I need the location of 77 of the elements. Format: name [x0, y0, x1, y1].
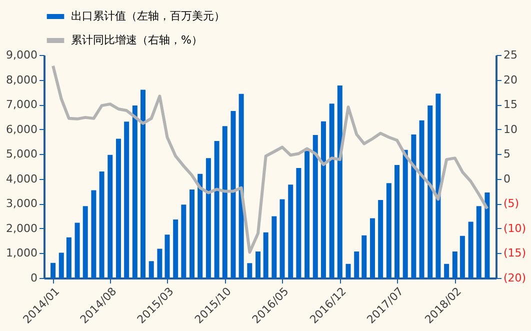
- bar: [173, 220, 178, 278]
- y2-tick-label: 0: [504, 172, 510, 186]
- bar: [354, 251, 360, 278]
- bar: [116, 138, 121, 278]
- y-tick-label: 1,000: [6, 246, 38, 260]
- bar: [164, 234, 170, 278]
- y-tick-label: 2,000: [6, 222, 38, 235]
- bar: [411, 134, 416, 278]
- bar: [288, 184, 294, 278]
- y2-tick-label: (5): [504, 197, 520, 210]
- bar: [247, 263, 252, 278]
- bar: [280, 199, 285, 278]
- bar: [124, 122, 130, 278]
- bar: [263, 232, 268, 278]
- bar: [206, 158, 211, 278]
- y-tick-label: 8,000: [6, 73, 38, 86]
- bar: [198, 174, 203, 278]
- y2-tick-label: 5: [504, 148, 510, 161]
- bar: [468, 222, 474, 278]
- bar: [74, 222, 80, 278]
- bar: [214, 140, 220, 278]
- bar: [304, 150, 310, 278]
- bar: [329, 104, 334, 278]
- bar: [99, 171, 104, 278]
- bar: [256, 251, 261, 278]
- bar: [402, 150, 408, 278]
- bar: [222, 126, 228, 278]
- bar: [157, 248, 162, 278]
- y2-tick-label: (10): [504, 222, 526, 235]
- y-tick-label: 7,000: [6, 98, 38, 112]
- y-tick-label: 5,000: [6, 148, 38, 161]
- bar: [296, 168, 302, 278]
- bar: [452, 251, 458, 278]
- bar: [362, 235, 367, 278]
- bar: [370, 218, 375, 278]
- y2-tick-label: 25: [504, 48, 518, 62]
- bar: [82, 206, 88, 278]
- y2-tick-label: 20: [504, 73, 518, 86]
- bar: [419, 120, 424, 278]
- y-tick-label: 3,000: [6, 197, 38, 210]
- bar: [238, 94, 244, 278]
- bar: [460, 236, 465, 278]
- bar: [436, 94, 441, 278]
- bar: [132, 106, 138, 278]
- y-tick-label: 6,000: [6, 122, 38, 136]
- legend-label: 出口累计值（左轴，百万美元）: [71, 10, 225, 22]
- bar: [50, 262, 56, 278]
- bar: [272, 216, 277, 278]
- y2-tick-label: 15: [504, 98, 518, 112]
- bar: [58, 252, 64, 278]
- y2-tick-label: (20): [504, 272, 526, 284]
- bar: [66, 237, 72, 278]
- bar: [476, 206, 482, 278]
- bar: [484, 192, 490, 278]
- bar: [91, 190, 96, 278]
- bar: [444, 264, 450, 278]
- bar: [230, 111, 236, 278]
- bar: [108, 154, 113, 278]
- bar: [346, 264, 351, 278]
- y2-tick-label: 10: [504, 122, 518, 136]
- legend-label: 累计同比增速（右轴，%）: [71, 34, 202, 46]
- bar: [312, 135, 318, 278]
- bar: [148, 261, 154, 278]
- bar: [320, 121, 326, 278]
- bar: [190, 190, 195, 278]
- y-tick-label: 4,000: [6, 172, 38, 186]
- y-tick-label: 9,000: [6, 48, 38, 62]
- bar: [428, 106, 433, 278]
- bar: [140, 90, 146, 278]
- bar: [337, 85, 342, 278]
- bar: [378, 200, 384, 278]
- bar: [386, 183, 392, 278]
- bar: [181, 204, 186, 278]
- bar: [394, 165, 400, 278]
- y-tick-label: 0: [30, 272, 38, 284]
- line-series: [52, 64, 489, 254]
- y2-tick-label: (15): [504, 246, 526, 260]
